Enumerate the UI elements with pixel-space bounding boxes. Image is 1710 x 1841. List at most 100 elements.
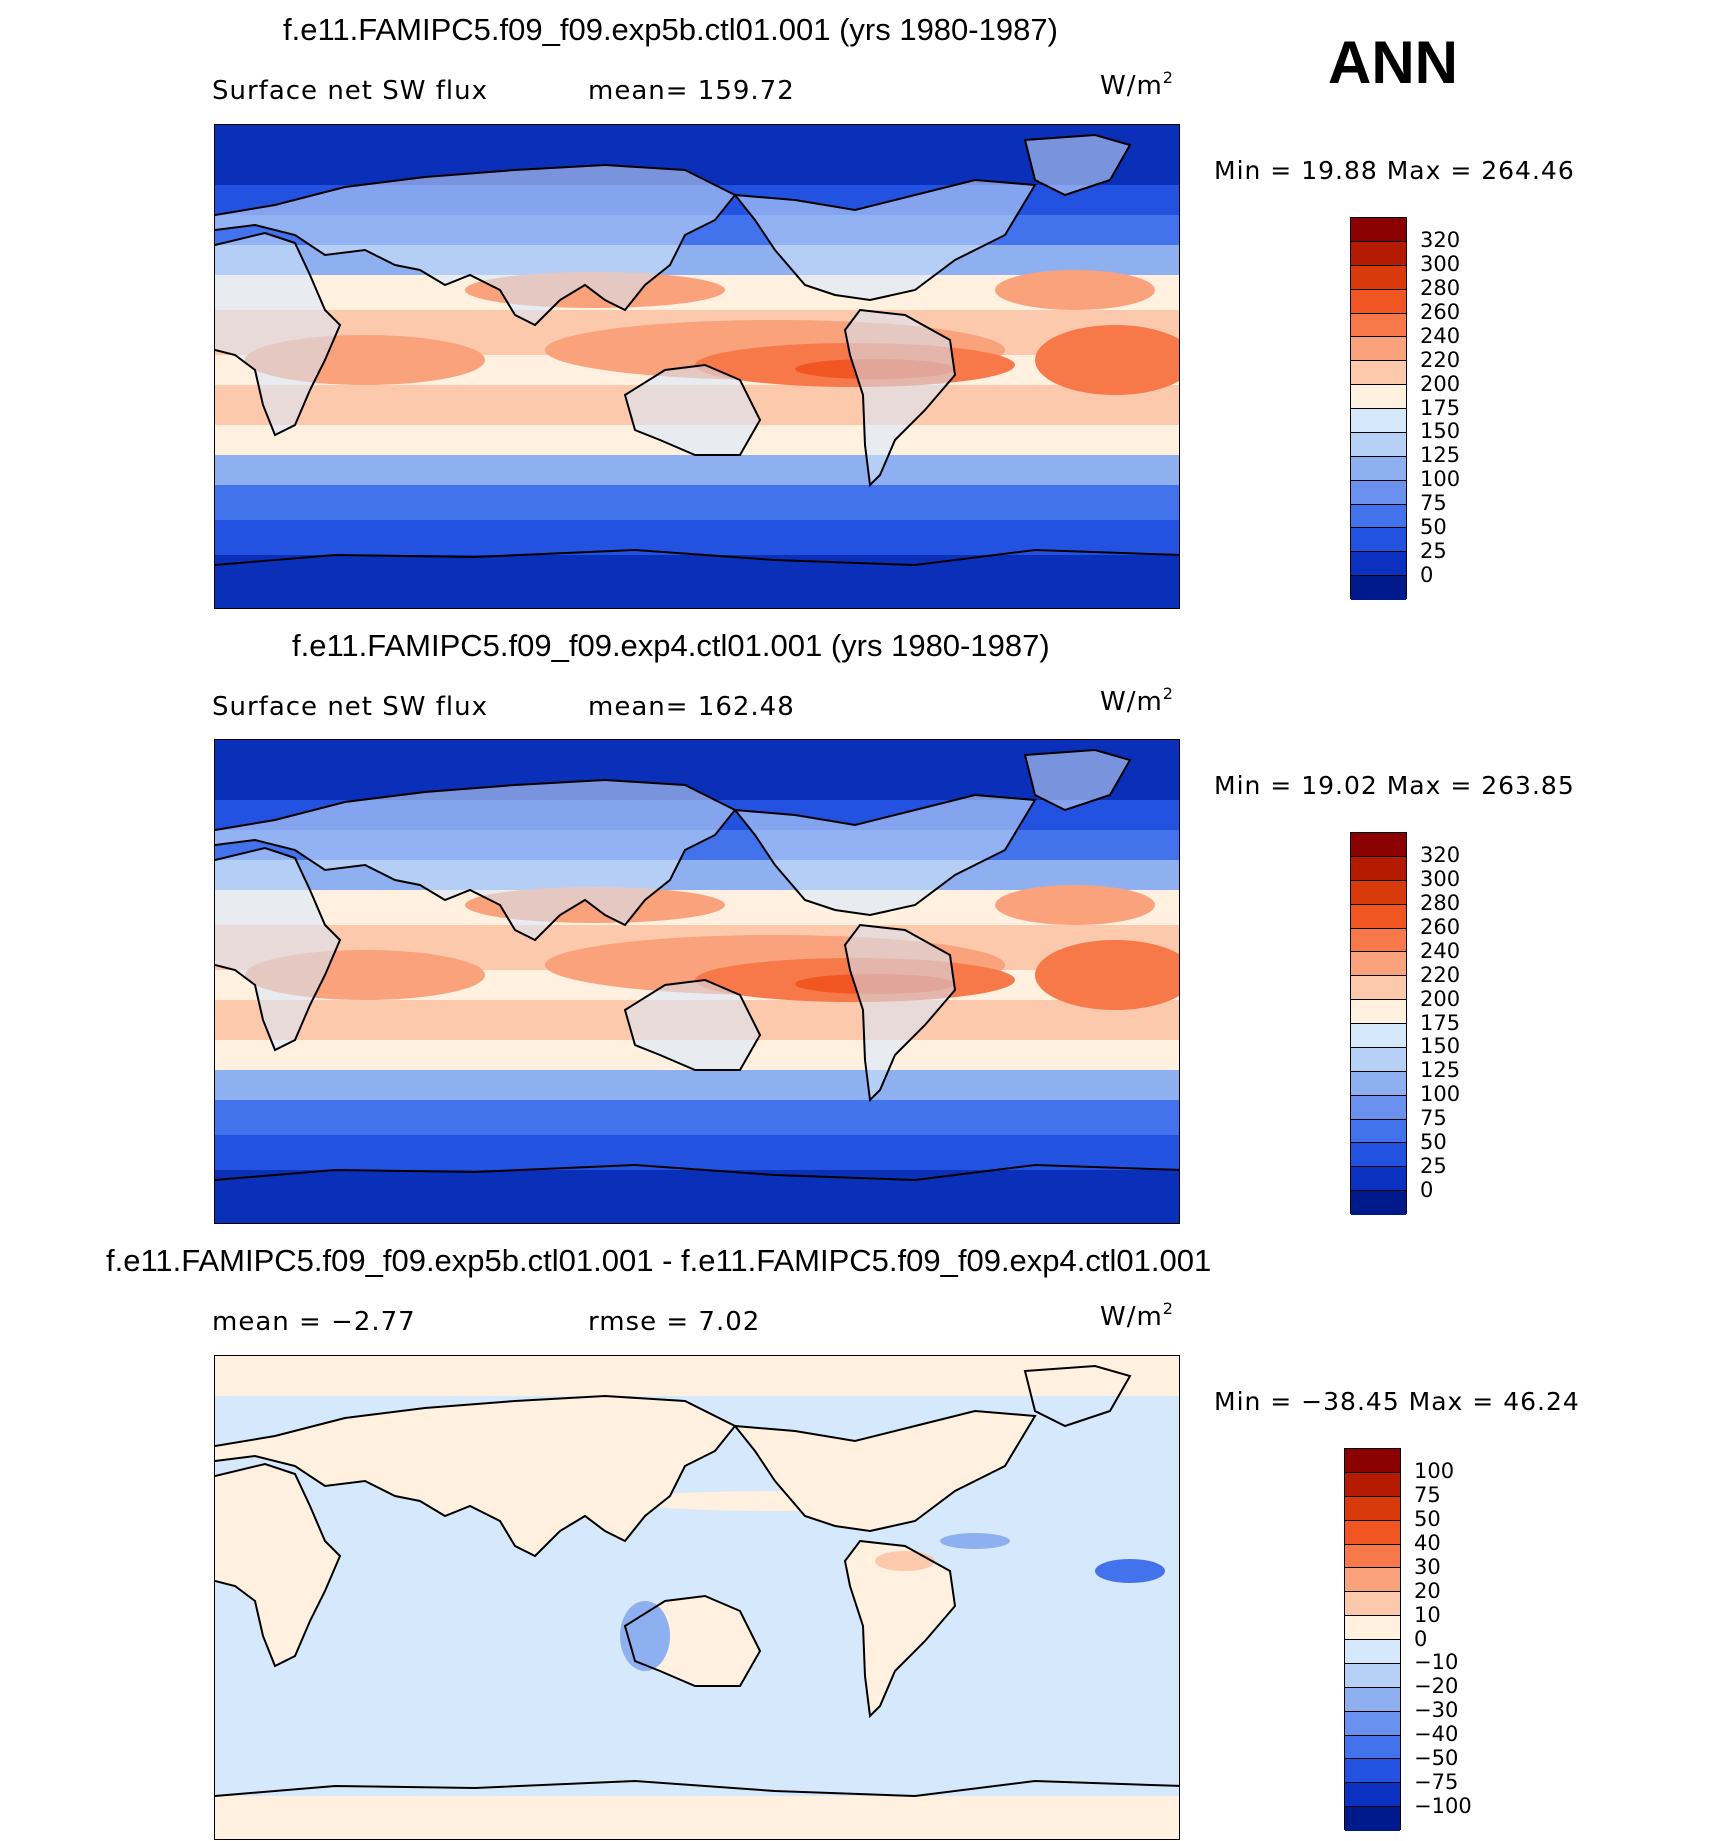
panel2-minmax: Min = 19.02 Max = 263.85	[1214, 771, 1575, 800]
colorbar-label: 125	[1420, 1058, 1461, 1083]
colorbar-label: 260	[1420, 915, 1461, 939]
colorbar-swatch	[1351, 480, 1406, 505]
colorbar-label: 240	[1420, 323, 1461, 348]
colorbar-swatch	[1351, 1143, 1406, 1168]
colorbar-label: 50	[1420, 514, 1447, 539]
colorbar-swatch	[1345, 1687, 1400, 1712]
colorbar-swatch	[1345, 1449, 1400, 1473]
colorbar-label: −20	[1414, 1674, 1459, 1699]
panel2-map-svg	[215, 740, 1179, 1223]
panel3-rmse: rmse = 7.02	[588, 1307, 761, 1337]
colorbar-swatch	[1351, 1000, 1406, 1024]
colorbar-label: 20	[1414, 1578, 1441, 1603]
colorbar-swatch	[1345, 1640, 1400, 1664]
panel1-minmax: Min = 19.88 Max = 264.46	[1214, 156, 1575, 185]
panel2-title: f.e11.FAMIPC5.f09_f09.exp4.ctl01.001 (yr…	[292, 628, 1050, 663]
colorbar-label: 220	[1420, 347, 1461, 372]
colorbar-swatch	[1345, 1663, 1400, 1688]
colorbar-label: 220	[1420, 962, 1461, 987]
colorbar-swatch	[1345, 1592, 1400, 1617]
colorbar-label: 0	[1420, 562, 1434, 587]
colorbar-label: 10	[1414, 1602, 1441, 1627]
colorbar-swatch	[1351, 361, 1406, 386]
colorbar-label: 100	[1420, 467, 1461, 492]
colorbar-swatch	[1351, 385, 1406, 409]
colorbar-label: 125	[1420, 443, 1461, 468]
colorbar-swatch	[1351, 952, 1406, 977]
colorbar-swatch	[1351, 218, 1406, 242]
colorbar-swatch	[1351, 528, 1406, 553]
colorbar-swatch	[1351, 1095, 1406, 1120]
colorbar-swatch	[1351, 289, 1406, 314]
colorbar-label: 75	[1420, 1106, 1447, 1130]
colorbar-swatch	[1351, 1071, 1406, 1096]
colorbar-swatch	[1345, 1616, 1400, 1640]
panel1-colorbar-labels: 320 300 280 260 240 220 200 175 150 125 100 75 50 25 0	[1420, 217, 1500, 599]
colorbar-swatch	[1351, 265, 1406, 290]
colorbar-swatch	[1345, 1568, 1400, 1593]
colorbar-label: 280	[1420, 891, 1461, 916]
panel3-mean: mean = −2.77	[212, 1307, 416, 1337]
panel1-variable-label: Surface net SW flux	[212, 76, 488, 106]
colorbar-label: 300	[1420, 252, 1461, 277]
panel3-title: f.e11.FAMIPC5.f09_f09.exp5b.ctl01.001 - …	[106, 1243, 1212, 1278]
colorbar-swatch	[1345, 1783, 1400, 1808]
panel1-units: W/m2	[1100, 68, 1174, 101]
colorbar-swatch	[1351, 409, 1406, 433]
colorbar-label: 300	[1420, 867, 1461, 892]
colorbar-label: −100	[1414, 1793, 1472, 1818]
colorbar-swatch	[1351, 432, 1406, 457]
panel2-colorbar	[1350, 832, 1407, 1215]
panel1-colorbar	[1350, 217, 1407, 600]
panel2-variable-label: Surface net SW flux	[212, 692, 488, 722]
colorbar-label: 75	[1414, 1483, 1441, 1508]
panel3-minmax: Min = −38.45 Max = 46.24	[1214, 1387, 1580, 1416]
colorbar-swatch	[1351, 313, 1406, 338]
colorbar-swatch	[1351, 1191, 1406, 1215]
colorbar-swatch	[1351, 504, 1406, 529]
colorbar-label: 50	[1420, 1129, 1447, 1154]
colorbar-label: 175	[1420, 395, 1461, 420]
colorbar-label: 240	[1420, 938, 1461, 963]
colorbar-swatch	[1345, 1735, 1400, 1760]
colorbar-swatch	[1345, 1711, 1400, 1736]
colorbar-swatch	[1351, 928, 1406, 953]
colorbar-swatch	[1351, 1047, 1406, 1072]
colorbar-label: 30	[1414, 1554, 1441, 1579]
colorbar-swatch	[1351, 337, 1406, 362]
colorbar-label: 100	[1420, 1082, 1461, 1107]
colorbar-label: 260	[1420, 300, 1461, 324]
colorbar-label: 200	[1420, 371, 1461, 396]
colorbar-swatch	[1351, 833, 1406, 857]
colorbar-swatch	[1345, 1496, 1400, 1521]
colorbar-swatch	[1351, 241, 1406, 266]
colorbar-label: −10	[1414, 1650, 1459, 1675]
panel2-mean: mean= 162.48	[588, 692, 795, 722]
colorbar-label: 150	[1420, 1034, 1461, 1059]
colorbar-swatch	[1345, 1544, 1400, 1569]
colorbar-label: 280	[1420, 276, 1461, 301]
panel3-colorbar	[1344, 1448, 1401, 1831]
panel2-units: W/m2	[1100, 684, 1174, 717]
colorbar-label: 25	[1420, 538, 1447, 563]
colorbar-swatch	[1351, 1167, 1406, 1192]
colorbar-label: 0	[1420, 1177, 1434, 1202]
panel2-map	[214, 739, 1180, 1224]
colorbar-label: 200	[1420, 986, 1461, 1011]
colorbar-swatch	[1351, 552, 1406, 577]
colorbar-swatch	[1345, 1520, 1400, 1545]
colorbar-label: −30	[1414, 1698, 1459, 1723]
panel2-colorbar-labels: 320 300 280 260 240 220 200 175 150 125 100 75 50 25 0	[1420, 832, 1500, 1214]
colorbar-label: 100	[1414, 1459, 1455, 1484]
panel3-colorbar-labels: 100 75 50 40 30 20 10 0 −10 −20 −30 −40 −50 −75 −100	[1414, 1448, 1504, 1830]
colorbar-label: −75	[1414, 1769, 1459, 1794]
colorbar-label: 25	[1420, 1153, 1447, 1178]
season-label: ANN	[1328, 29, 1458, 96]
colorbar-label: 40	[1414, 1531, 1441, 1555]
colorbar-swatch	[1351, 576, 1406, 600]
colorbar-label: 50	[1414, 1507, 1441, 1532]
colorbar-label: 150	[1420, 419, 1461, 444]
colorbar-label: 320	[1420, 228, 1461, 253]
colorbar-swatch	[1345, 1759, 1400, 1784]
colorbar-swatch	[1351, 856, 1406, 881]
